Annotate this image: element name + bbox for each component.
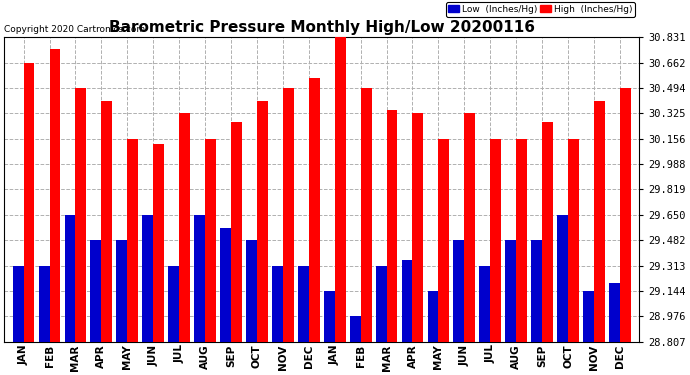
Bar xyxy=(542,122,553,342)
Bar xyxy=(609,282,620,342)
Bar xyxy=(453,240,464,342)
Bar xyxy=(168,266,179,342)
Bar xyxy=(220,228,231,342)
Title: Barometric Pressure Monthly High/Low 20200116: Barometric Pressure Monthly High/Low 202… xyxy=(109,20,535,34)
Bar xyxy=(620,88,631,342)
Bar xyxy=(194,215,205,342)
Bar xyxy=(594,100,605,342)
Bar xyxy=(335,37,346,342)
Bar xyxy=(438,139,449,342)
Bar xyxy=(142,215,153,342)
Bar xyxy=(490,139,501,342)
Bar xyxy=(153,144,164,342)
Bar xyxy=(246,240,257,342)
Bar xyxy=(39,266,50,342)
Bar xyxy=(12,266,23,342)
Bar xyxy=(324,291,335,342)
Bar xyxy=(231,122,242,342)
Bar xyxy=(505,240,516,342)
Bar xyxy=(557,215,568,342)
Bar xyxy=(531,240,542,342)
Bar xyxy=(428,291,438,342)
Bar xyxy=(516,139,527,342)
Bar xyxy=(272,266,283,342)
Bar xyxy=(257,100,268,342)
Bar xyxy=(350,316,361,342)
Bar xyxy=(101,100,112,342)
Bar xyxy=(23,63,34,342)
Bar xyxy=(583,291,594,342)
Bar xyxy=(298,266,308,342)
Bar xyxy=(375,266,386,342)
Bar xyxy=(128,139,138,342)
Bar xyxy=(413,113,424,342)
Legend: Low  (Inches/Hg), High  (Inches/Hg): Low (Inches/Hg), High (Inches/Hg) xyxy=(446,2,635,16)
Bar xyxy=(361,88,371,342)
Bar xyxy=(50,50,61,342)
Bar xyxy=(179,113,190,342)
Bar xyxy=(386,110,397,342)
Bar xyxy=(90,240,101,342)
Bar xyxy=(65,215,75,342)
Bar xyxy=(283,88,294,342)
Bar xyxy=(480,266,490,342)
Bar xyxy=(464,113,475,342)
Bar xyxy=(117,240,128,342)
Bar xyxy=(205,139,216,342)
Bar xyxy=(308,78,319,342)
Text: Copyright 2020 Cartronics.com: Copyright 2020 Cartronics.com xyxy=(4,25,146,34)
Bar xyxy=(568,139,579,342)
Bar xyxy=(402,260,413,342)
Bar xyxy=(75,88,86,342)
